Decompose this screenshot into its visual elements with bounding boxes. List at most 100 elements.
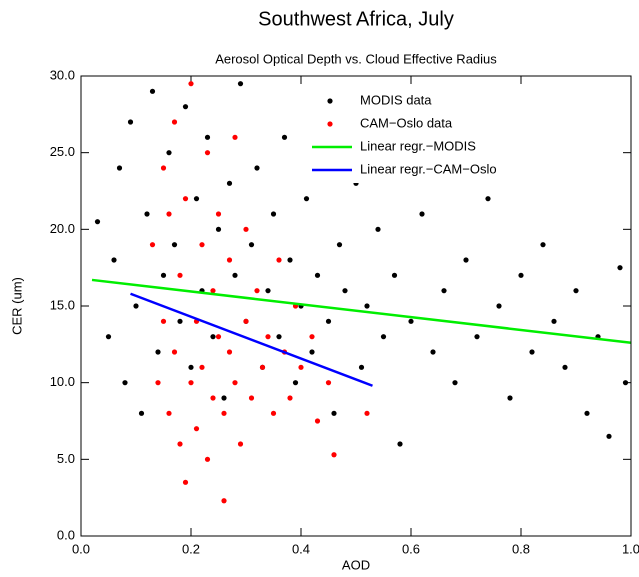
data-point — [364, 303, 370, 309]
data-point — [232, 380, 238, 386]
data-point — [237, 81, 244, 87]
data-point — [215, 334, 222, 340]
data-point — [364, 410, 370, 416]
data-point — [177, 441, 183, 447]
data-point — [397, 441, 403, 447]
data-point — [215, 226, 222, 232]
data-point — [226, 257, 233, 263]
data-point — [380, 334, 387, 340]
y-tick-label: 25.0 — [50, 144, 75, 159]
data-point — [573, 288, 579, 294]
chart-title: Southwest Africa, July — [258, 8, 454, 30]
data-point — [259, 364, 266, 370]
y-tick-label: 10.0 — [50, 374, 75, 389]
x-axis-label: AOD — [342, 557, 370, 572]
data-point — [342, 288, 348, 294]
data-point — [144, 211, 150, 217]
y-tick-label: 5.0 — [57, 451, 75, 466]
data-point — [226, 180, 233, 186]
data-point — [210, 334, 216, 340]
data-point — [391, 272, 398, 278]
data-point — [111, 257, 117, 263]
data-point — [606, 433, 612, 439]
data-point — [182, 104, 189, 110]
data-point — [199, 364, 205, 370]
data-point — [265, 288, 271, 294]
data-point — [474, 334, 480, 340]
data-point — [171, 119, 178, 125]
data-point — [221, 410, 227, 416]
data-point — [314, 418, 321, 424]
data-point — [270, 211, 277, 217]
data-point — [166, 150, 172, 156]
data-point — [166, 211, 172, 217]
legend-box — [306, 88, 536, 183]
data-point — [303, 196, 310, 202]
data-point — [309, 334, 315, 340]
data-point — [309, 349, 315, 355]
regression-line — [130, 292, 373, 387]
chart-subtitle: Aerosol Optical Depth vs. Cloud Effectiv… — [215, 51, 497, 66]
data-point — [540, 242, 546, 248]
plot-frame — [80, 75, 632, 537]
data-point — [160, 318, 167, 324]
data-point — [441, 288, 447, 294]
data-point — [287, 395, 293, 401]
data-point — [254, 288, 260, 294]
data-point — [232, 272, 238, 278]
data-point — [199, 242, 205, 248]
data-point — [292, 380, 299, 386]
data-point — [127, 119, 134, 125]
x-tick-label: 0.6 — [402, 541, 420, 556]
data-point — [210, 288, 216, 294]
legend-label: CAM−Oslo data — [360, 115, 453, 130]
data-point — [243, 226, 249, 232]
data-point — [138, 410, 145, 416]
data-point — [452, 380, 458, 386]
y-tick-label: 30.0 — [50, 67, 75, 82]
data-point — [270, 410, 277, 416]
data-point — [116, 165, 123, 171]
data-point — [221, 498, 227, 504]
data-point — [617, 265, 623, 271]
regression-line — [91, 278, 632, 345]
data-point — [160, 272, 167, 278]
data-point — [232, 134, 238, 140]
data-point — [188, 380, 194, 386]
data-point — [507, 395, 513, 401]
data-point — [122, 380, 128, 386]
data-point — [248, 395, 255, 401]
data-point — [188, 364, 194, 370]
data-point — [408, 318, 414, 324]
data-point — [193, 196, 200, 202]
data-point — [171, 349, 178, 355]
y-tick-label: 0.0 — [57, 527, 75, 542]
legend-symbol — [327, 121, 333, 127]
data-point — [463, 257, 469, 263]
legend-label: Linear regr.−CAM−Oslo — [360, 161, 497, 176]
data-point — [298, 364, 304, 370]
data-point — [182, 479, 189, 485]
data-point — [419, 211, 425, 217]
data-point — [160, 165, 167, 171]
data-point — [210, 395, 216, 401]
data-point — [155, 380, 161, 386]
data-point — [166, 410, 172, 416]
data-point — [336, 242, 343, 248]
data-point — [237, 441, 244, 447]
data-point — [248, 242, 255, 248]
data-point — [215, 211, 222, 217]
data-point — [551, 318, 557, 324]
data-point — [562, 364, 568, 370]
data-point — [331, 410, 337, 416]
data-point — [171, 242, 178, 248]
data-point — [281, 134, 288, 140]
data-point — [287, 257, 293, 263]
data-point — [243, 318, 249, 324]
x-tick-label: 0.0 — [72, 541, 90, 556]
data-point — [133, 303, 139, 309]
data-point — [331, 452, 337, 458]
data-point — [314, 272, 321, 278]
data-point — [193, 426, 200, 432]
data-point — [149, 242, 156, 248]
